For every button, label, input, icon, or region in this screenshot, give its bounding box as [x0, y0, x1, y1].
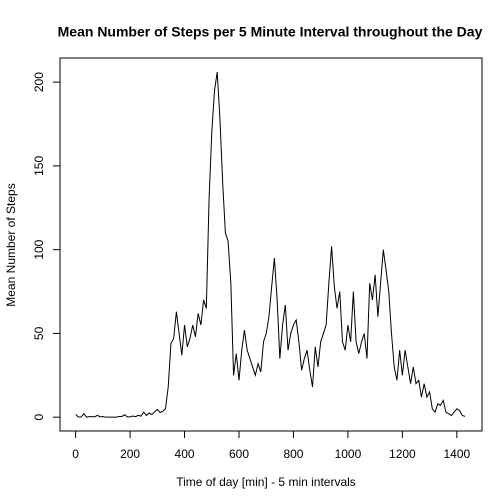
x-tick-label: 1200 [389, 447, 416, 461]
chart-title: Mean Number of Steps per 5 Minute Interv… [58, 24, 483, 40]
y-tick-label: 150 [32, 156, 46, 176]
x-tick-label: 800 [283, 447, 303, 461]
y-tick-label: 200 [32, 72, 46, 92]
y-tick-label: 50 [32, 326, 46, 340]
y-axis-label: Mean Number of Steps [4, 183, 18, 306]
y-tick-label: 0 [32, 414, 46, 421]
x-tick-label: 1400 [443, 447, 470, 461]
x-tick-label: 600 [229, 447, 249, 461]
y-tick-label: 100 [32, 239, 46, 259]
x-tick-label: 1000 [335, 447, 362, 461]
x-tick-label: 400 [175, 447, 195, 461]
x-tick-label: 0 [72, 447, 79, 461]
x-tick-label: 200 [120, 447, 140, 461]
x-axis-label: Time of day [min] - 5 min intervals [176, 475, 356, 489]
data-line [75, 71, 466, 418]
